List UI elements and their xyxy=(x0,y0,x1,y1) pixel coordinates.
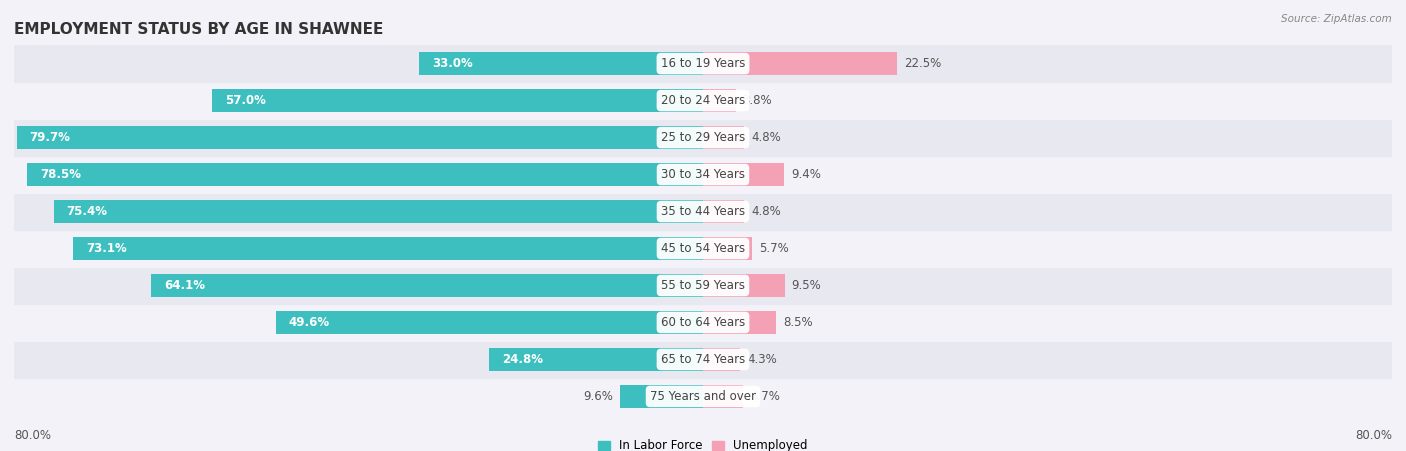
Text: 49.6%: 49.6% xyxy=(288,316,330,329)
Text: 80.0%: 80.0% xyxy=(1355,429,1392,442)
Bar xyxy=(419,52,703,75)
Bar xyxy=(14,45,1392,82)
Legend: In Labor Force, Unemployed: In Labor Force, Unemployed xyxy=(593,435,813,451)
Bar xyxy=(150,274,703,297)
Bar xyxy=(14,82,1392,119)
Text: 79.7%: 79.7% xyxy=(30,131,70,144)
Bar xyxy=(14,230,1392,267)
Bar xyxy=(703,163,785,186)
Text: 24.8%: 24.8% xyxy=(502,353,543,366)
Text: 78.5%: 78.5% xyxy=(39,168,82,181)
Bar xyxy=(14,193,1392,230)
Text: 65 to 74 Years: 65 to 74 Years xyxy=(661,353,745,366)
Text: 9.5%: 9.5% xyxy=(792,279,821,292)
Text: 33.0%: 33.0% xyxy=(432,57,472,70)
Bar xyxy=(73,237,703,260)
Bar xyxy=(53,200,703,223)
Text: 55 to 59 Years: 55 to 59 Years xyxy=(661,279,745,292)
Text: EMPLOYMENT STATUS BY AGE IN SHAWNEE: EMPLOYMENT STATUS BY AGE IN SHAWNEE xyxy=(14,22,384,37)
Text: 75 Years and over: 75 Years and over xyxy=(650,390,756,403)
Text: 60 to 64 Years: 60 to 64 Years xyxy=(661,316,745,329)
Text: 25 to 29 Years: 25 to 29 Years xyxy=(661,131,745,144)
Text: 30 to 34 Years: 30 to 34 Years xyxy=(661,168,745,181)
Bar xyxy=(703,52,897,75)
Text: 4.7%: 4.7% xyxy=(751,390,780,403)
Bar xyxy=(703,348,740,371)
Text: 9.6%: 9.6% xyxy=(583,390,613,403)
Bar xyxy=(276,311,703,334)
Bar xyxy=(703,311,776,334)
Text: 9.4%: 9.4% xyxy=(790,168,821,181)
Text: 73.1%: 73.1% xyxy=(86,242,127,255)
Text: 57.0%: 57.0% xyxy=(225,94,266,107)
Bar xyxy=(703,200,744,223)
Bar xyxy=(27,163,703,186)
Bar xyxy=(703,126,744,149)
Bar xyxy=(703,274,785,297)
Text: 22.5%: 22.5% xyxy=(904,57,941,70)
Text: 3.8%: 3.8% xyxy=(742,94,772,107)
Bar xyxy=(14,119,1392,156)
Text: 8.5%: 8.5% xyxy=(783,316,813,329)
Bar xyxy=(14,156,1392,193)
Bar xyxy=(14,267,1392,304)
Bar xyxy=(14,304,1392,341)
Text: 16 to 19 Years: 16 to 19 Years xyxy=(661,57,745,70)
Text: 20 to 24 Years: 20 to 24 Years xyxy=(661,94,745,107)
Bar xyxy=(703,237,752,260)
Text: 75.4%: 75.4% xyxy=(66,205,108,218)
Bar xyxy=(703,385,744,408)
Bar xyxy=(14,341,1392,378)
Bar xyxy=(14,378,1392,415)
Bar xyxy=(212,89,703,112)
Text: 35 to 44 Years: 35 to 44 Years xyxy=(661,205,745,218)
Text: Source: ZipAtlas.com: Source: ZipAtlas.com xyxy=(1281,14,1392,23)
Text: 5.7%: 5.7% xyxy=(759,242,789,255)
Text: 4.8%: 4.8% xyxy=(751,131,780,144)
Text: 4.8%: 4.8% xyxy=(751,205,780,218)
Text: 80.0%: 80.0% xyxy=(14,429,51,442)
Bar xyxy=(489,348,703,371)
Text: 45 to 54 Years: 45 to 54 Years xyxy=(661,242,745,255)
Bar xyxy=(703,89,735,112)
Bar xyxy=(620,385,703,408)
Text: 4.3%: 4.3% xyxy=(747,353,776,366)
Bar xyxy=(17,126,703,149)
Text: 64.1%: 64.1% xyxy=(165,279,205,292)
